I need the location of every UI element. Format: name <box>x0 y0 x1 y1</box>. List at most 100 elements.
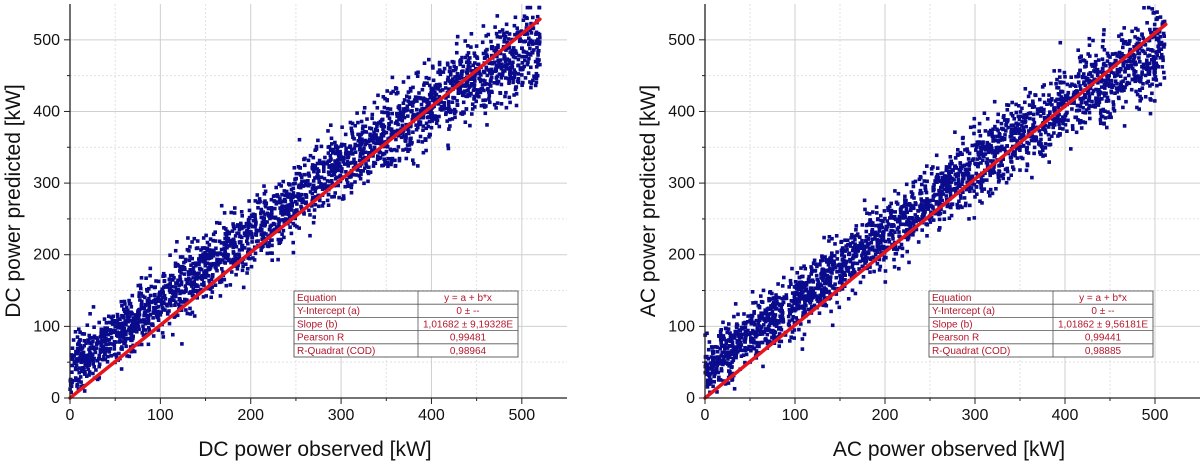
scatter-point <box>438 83 442 87</box>
scatter-point <box>232 244 236 248</box>
scatter-point <box>430 119 434 123</box>
scatter-point <box>901 254 905 258</box>
scatter-point <box>734 302 738 306</box>
scatter-point <box>154 279 158 283</box>
scatter-point <box>494 46 498 50</box>
scatter-point <box>978 199 982 203</box>
scatter-point <box>223 211 227 215</box>
scatter-point <box>1104 64 1108 68</box>
scatter-point <box>997 164 1001 168</box>
scatter-point <box>401 124 405 128</box>
scatter-point <box>417 91 421 95</box>
scatter-point <box>257 201 261 205</box>
scatter-point <box>74 366 78 370</box>
scatter-point <box>1010 112 1014 116</box>
scatter-point <box>1106 77 1110 81</box>
scatter-point <box>355 111 359 115</box>
scatter-point <box>423 61 427 65</box>
scatter-point <box>434 118 438 122</box>
scatter-point <box>487 33 491 37</box>
scatter-point <box>508 96 512 100</box>
scatter-point <box>705 363 709 367</box>
scatter-point <box>1033 146 1037 150</box>
scatter-point <box>409 87 413 91</box>
scatter-point <box>528 47 532 51</box>
scatter-point <box>957 180 961 184</box>
scatter-point <box>176 264 180 268</box>
y-tick-label: 200 <box>33 247 60 264</box>
scatter-point <box>759 294 763 298</box>
scatter-point <box>1057 132 1061 136</box>
scatter-point <box>88 312 92 316</box>
scatter-point <box>255 229 259 233</box>
scatter-point <box>452 96 456 100</box>
scatter-point <box>105 348 109 352</box>
scatter-point <box>411 158 415 162</box>
scatter-point <box>781 318 785 322</box>
scatter-point <box>171 333 175 337</box>
scatter-point <box>330 179 334 183</box>
scatter-point <box>305 183 309 187</box>
scatter-point <box>373 101 377 105</box>
scatter-point <box>465 107 469 111</box>
scatter-point <box>119 324 123 328</box>
scatter-point <box>1044 129 1048 133</box>
scatter-point <box>312 156 316 160</box>
scatter-point <box>385 89 389 93</box>
scatter-point <box>266 252 270 256</box>
scatter-point <box>1018 168 1022 172</box>
scatter-point <box>386 157 390 161</box>
scatter-point <box>224 227 228 231</box>
scatter-point <box>507 81 511 85</box>
scatter-point <box>360 120 364 124</box>
scatter-point <box>172 276 176 280</box>
scatter-point <box>900 243 904 247</box>
scatter-point <box>290 232 294 236</box>
scatter-point <box>862 275 866 279</box>
scatter-point <box>1056 98 1060 102</box>
scatter-point <box>1074 84 1078 88</box>
scatter-point <box>223 256 227 260</box>
scatter-point <box>447 100 451 104</box>
scatter-point <box>1153 99 1157 103</box>
scatter-point <box>520 83 524 87</box>
scatter-point <box>197 271 201 275</box>
scatter-point <box>251 256 255 260</box>
scatter-point <box>161 296 165 300</box>
scatter-point <box>1078 84 1082 88</box>
scatter-point <box>1025 147 1029 151</box>
scatter-point <box>936 166 940 170</box>
scatter-point <box>270 251 274 255</box>
scatter-point <box>415 108 419 112</box>
scatter-point <box>179 267 183 271</box>
scatter-point <box>1042 93 1046 97</box>
scatter-point <box>706 366 710 370</box>
scatter-point <box>1009 173 1013 177</box>
scatter-point <box>861 242 865 246</box>
scatter-point <box>949 155 953 159</box>
scatter-point <box>439 73 443 77</box>
scatter-point <box>780 306 784 310</box>
scatter-point <box>317 177 321 181</box>
scatter-point <box>465 95 469 99</box>
scatter-point <box>771 313 775 317</box>
scatter-point <box>871 210 875 214</box>
scatter-point <box>416 74 420 78</box>
scatter-point <box>968 190 972 194</box>
scatter-point <box>448 70 452 74</box>
scatter-point <box>193 237 197 241</box>
scatter-point <box>1105 126 1109 130</box>
scatter-point <box>1138 99 1142 103</box>
scatter-point <box>110 336 114 340</box>
scatter-point <box>889 213 893 217</box>
scatter-point <box>292 222 296 226</box>
scatter-point <box>232 250 236 254</box>
scatter-point <box>345 151 349 155</box>
scatter-point <box>1006 108 1010 112</box>
scatter-point <box>496 101 500 105</box>
scatter-point <box>782 276 786 280</box>
scatter-point <box>142 306 146 310</box>
scatter-point <box>968 204 972 208</box>
scatter-point <box>290 188 294 192</box>
